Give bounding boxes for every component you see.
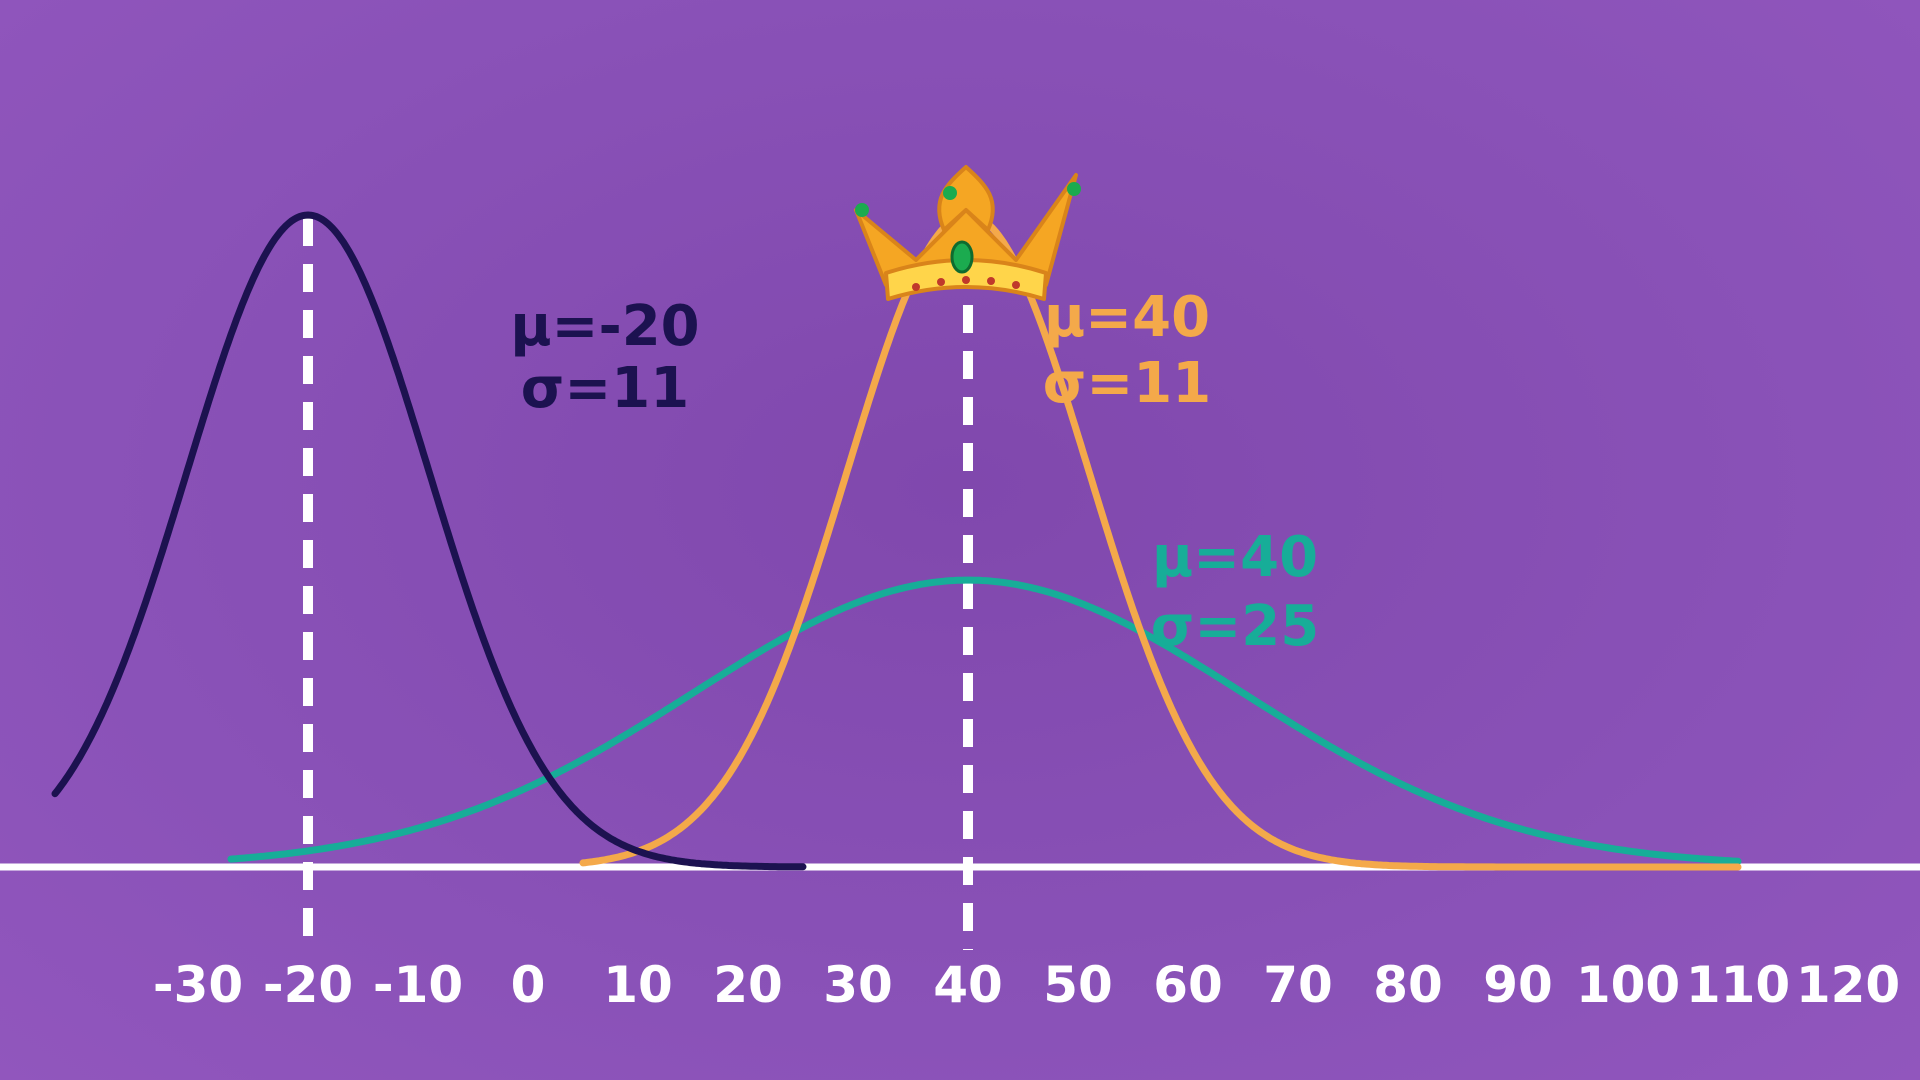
curve-normal-mu40-sigma25 xyxy=(227,576,1742,865)
x-tick-label: -30 xyxy=(153,956,243,1014)
crown-gem-left xyxy=(855,203,869,217)
x-tick-label: 50 xyxy=(1043,956,1113,1014)
x-tick-label: 90 xyxy=(1483,956,1553,1014)
x-tick-label: 10 xyxy=(603,956,673,1014)
x-tick-label: 30 xyxy=(823,956,893,1014)
crown-gem-top xyxy=(943,186,957,200)
crown-gem-red xyxy=(987,277,995,285)
x-tick-label: -10 xyxy=(373,956,463,1014)
x-tick-label: 100 xyxy=(1576,956,1680,1014)
crown-gem-red xyxy=(962,276,970,284)
x-tick-label: 60 xyxy=(1153,956,1223,1014)
sigma-label-normal-mu40-sigma25: σ=25 xyxy=(1151,594,1319,659)
mu-label-normal-mu40-sigma11: μ=40 xyxy=(1044,285,1210,350)
x-tick-label: 80 xyxy=(1373,956,1443,1014)
sigma-label-normal-mu40-sigma11: σ=11 xyxy=(1043,351,1211,416)
x-axis-tick-labels: -30 -20 -10 0 10 20 30 40 50 60 70 80 90 100 110 120 xyxy=(153,956,1900,1014)
curve-normal-mu-minus20-sigma11 xyxy=(51,211,807,871)
x-tick-label: 20 xyxy=(713,956,783,1014)
x-tick-label: 120 xyxy=(1796,956,1900,1014)
crown-gem-red xyxy=(1012,281,1020,289)
mu-label-normal-mu-minus20-sigma11: μ=-20 xyxy=(510,294,699,359)
sigma-label-normal-mu-minus20-sigma11: σ=11 xyxy=(521,356,689,421)
x-tick-label: -20 xyxy=(263,956,353,1014)
mu-label-normal-mu40-sigma25: μ=40 xyxy=(1152,525,1318,590)
x-tick-label: 0 xyxy=(511,956,546,1014)
parameter-labels: μ=-20σ=11μ=40σ=11μ=40σ=25 xyxy=(510,285,1319,659)
x-tick-label: 70 xyxy=(1263,956,1333,1014)
distribution-curves xyxy=(51,211,1742,871)
crown-icon xyxy=(854,165,1081,301)
x-tick-label: 40 xyxy=(933,956,1003,1014)
crown-gem-red xyxy=(912,283,920,291)
crown-gem-red xyxy=(937,278,945,286)
crown-gem-right xyxy=(1067,182,1081,196)
mean-lines xyxy=(303,218,973,950)
x-tick-label: 110 xyxy=(1686,956,1790,1014)
crown-gem-center xyxy=(950,240,974,274)
curve-normal-mu40-sigma11 xyxy=(579,211,1742,871)
